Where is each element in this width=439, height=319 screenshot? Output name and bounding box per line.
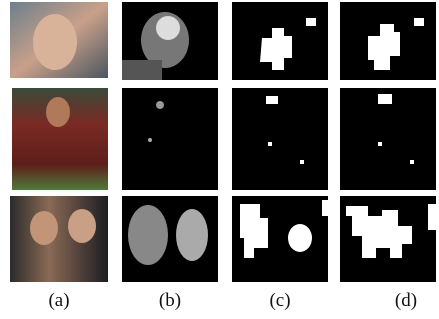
blob — [306, 18, 316, 26]
panel-label: (c) — [269, 290, 290, 311]
map-column — [122, 2, 218, 282]
blob — [266, 96, 278, 104]
blob — [410, 160, 414, 164]
face — [33, 14, 77, 70]
blob — [322, 200, 328, 216]
blob — [300, 160, 304, 164]
blob — [176, 209, 208, 261]
blob — [378, 94, 392, 104]
blob — [128, 205, 168, 265]
blob — [148, 138, 152, 142]
mask-column — [340, 2, 436, 282]
photo-column — [10, 2, 108, 282]
panel-label: (a) — [48, 290, 69, 311]
mask-column — [232, 2, 328, 282]
blob — [156, 16, 180, 40]
blob — [378, 142, 382, 146]
face — [30, 211, 58, 245]
blob — [414, 18, 424, 26]
photo — [10, 196, 108, 282]
panel-label: (b) — [159, 290, 181, 311]
blob — [156, 101, 164, 109]
page: (a) (b) (c) (d) (() => { const data = JS… — [0, 0, 439, 319]
blob — [268, 142, 272, 146]
figure: (a) (b) (c) (d) — [0, 0, 439, 319]
face — [46, 97, 70, 127]
map — [122, 88, 218, 190]
mask — [232, 88, 328, 190]
blob — [288, 224, 312, 252]
blob — [428, 204, 436, 230]
face — [68, 209, 96, 243]
panel-label: (d) — [395, 290, 417, 311]
blob — [122, 60, 162, 80]
